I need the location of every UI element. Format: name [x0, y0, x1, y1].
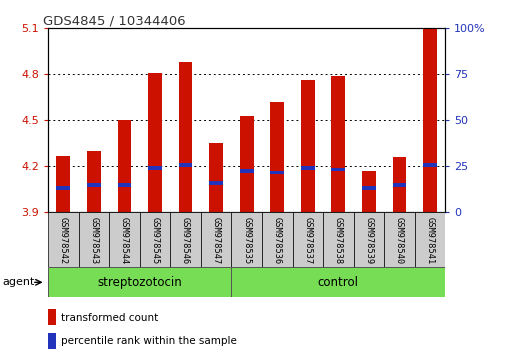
Bar — [422, 163, 436, 167]
Bar — [231, 212, 262, 267]
Text: GSM978547: GSM978547 — [211, 217, 220, 264]
Bar — [209, 181, 223, 185]
Bar — [78, 212, 109, 267]
Text: GSM978538: GSM978538 — [333, 217, 342, 264]
Bar — [231, 267, 444, 297]
Bar — [148, 166, 162, 170]
Bar — [353, 212, 383, 267]
Bar — [48, 309, 56, 325]
Bar — [87, 183, 100, 187]
Bar — [109, 212, 139, 267]
Text: GSM978539: GSM978539 — [364, 217, 373, 264]
Bar — [361, 171, 375, 212]
Bar — [331, 167, 344, 171]
Bar — [361, 186, 375, 190]
Bar — [292, 212, 322, 267]
Text: GDS4845 / 10344406: GDS4845 / 10344406 — [43, 14, 185, 27]
Bar — [422, 28, 436, 212]
Bar — [414, 212, 444, 267]
Bar — [392, 157, 406, 212]
Text: GSM978541: GSM978541 — [425, 217, 434, 264]
Bar — [48, 333, 56, 349]
Bar — [117, 183, 131, 187]
Bar — [270, 102, 283, 212]
Bar — [148, 73, 162, 212]
Bar — [178, 62, 192, 212]
Bar — [117, 120, 131, 212]
Bar — [57, 186, 70, 190]
Bar — [48, 267, 231, 297]
Bar — [300, 80, 314, 212]
Bar — [139, 212, 170, 267]
Text: GSM978536: GSM978536 — [272, 217, 281, 264]
Text: GSM978545: GSM978545 — [150, 217, 159, 264]
Text: GSM978544: GSM978544 — [120, 217, 129, 264]
Bar — [331, 76, 344, 212]
Text: GSM978543: GSM978543 — [89, 217, 98, 264]
Text: GSM978535: GSM978535 — [242, 217, 250, 264]
Bar — [178, 163, 192, 167]
Text: agent: agent — [3, 277, 35, 287]
Bar — [300, 166, 314, 170]
Text: GSM978540: GSM978540 — [394, 217, 403, 264]
Text: streptozotocin: streptozotocin — [97, 276, 182, 289]
Text: GSM978546: GSM978546 — [181, 217, 190, 264]
Bar — [48, 212, 78, 267]
Bar — [322, 212, 353, 267]
Text: percentile rank within the sample: percentile rank within the sample — [61, 336, 236, 346]
Bar — [200, 212, 231, 267]
Bar — [209, 143, 223, 212]
Bar — [239, 116, 253, 212]
Bar — [57, 156, 70, 212]
Bar — [170, 212, 200, 267]
Bar — [262, 212, 292, 267]
Bar — [270, 171, 283, 175]
Bar — [392, 183, 406, 187]
Bar — [383, 212, 414, 267]
Bar — [87, 151, 100, 212]
Text: control: control — [317, 276, 358, 289]
Text: GSM978542: GSM978542 — [59, 217, 68, 264]
Bar — [239, 169, 253, 173]
Text: GSM978537: GSM978537 — [302, 217, 312, 264]
Text: transformed count: transformed count — [61, 313, 158, 323]
